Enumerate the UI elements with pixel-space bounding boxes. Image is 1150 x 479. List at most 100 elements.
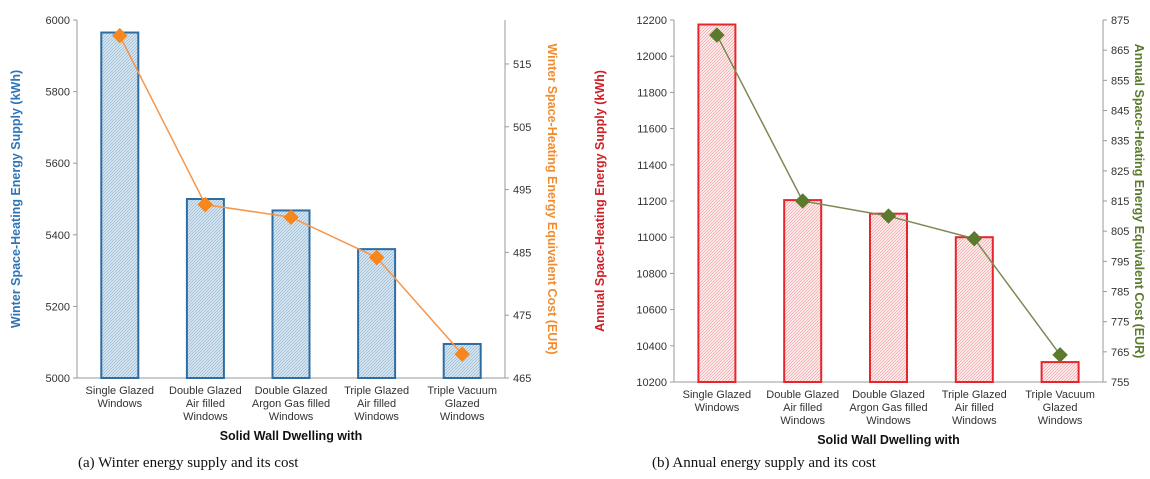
y-tick-label-left: 6000 — [46, 15, 70, 27]
x-tick-label-line: Air filled — [955, 402, 994, 414]
y-tick-label-left: 5600 — [46, 158, 70, 170]
x-tick-label: Triple Vacuum Glazed Windows — [1025, 389, 1095, 427]
y-axis-title-right: Winter Space-Heating Energy Equivalent C… — [545, 43, 559, 354]
chart-winter-energy: 5000 5200 5400 5600 5800 6000 465 475 485 495 505 5… — [9, 15, 559, 443]
x-tick-label-line: Windows — [1038, 415, 1083, 427]
cost-marker — [283, 209, 299, 226]
y-tick-label-left: 10200 — [636, 377, 667, 389]
y-tick-label-left: 10400 — [636, 341, 667, 353]
x-tick-label: Double Glazed Air filled Windows — [766, 389, 839, 427]
x-tick-label-line: Windows — [695, 402, 740, 414]
x-tick-label-line: Single Glazed — [683, 389, 752, 401]
chart-annual-energy: 10200 10400 10600 10800 11000 11200 11400 11600… — [593, 15, 1146, 447]
x-tick-label-line: Argon Gas filled — [849, 402, 927, 414]
x-tick-label-line: Air filled — [357, 398, 396, 410]
cost-marker — [368, 249, 385, 266]
y-tick-label-left: 5400 — [46, 230, 70, 242]
y-axis-title-right: Annual Space-Heating Energy Equivalent C… — [1132, 44, 1146, 359]
y-tick-label-right: 875 — [1111, 15, 1129, 27]
x-tick-label: Triple Vacuum Glazed Windows — [427, 385, 497, 423]
x-tick-label-line: Windows — [97, 398, 142, 410]
x-tick-label-line: Triple Glazed — [344, 385, 409, 397]
x-tick-label-line: Argon Gas filled — [252, 398, 330, 410]
y-tick-label-right: 865 — [1111, 45, 1129, 57]
bar — [271, 209, 311, 379]
bar — [783, 199, 823, 383]
bar — [100, 31, 140, 379]
y-tick-label-left: 5800 — [46, 87, 70, 99]
x-tick-label-line: Windows — [780, 415, 825, 427]
y-tick-label-right: 475 — [513, 310, 531, 322]
x-tick-label-line: Windows — [354, 411, 399, 423]
y-tick-label-right: 795 — [1111, 256, 1129, 268]
y-tick-label-right: 515 — [513, 59, 531, 71]
cost-marker — [709, 27, 725, 43]
y-tick-label-right: 805 — [1111, 226, 1129, 238]
y-tick-label-right: 755 — [1111, 377, 1129, 389]
x-tick-label: Single Glazed Windows — [683, 389, 752, 414]
x-tick-label-line: Triple Vacuum — [427, 385, 497, 397]
x-tick-label: Triple Glazed Air filled Windows — [942, 389, 1007, 427]
bar — [954, 236, 994, 383]
x-tick-label-line: Double Glazed — [852, 389, 925, 401]
x-tick-label: Single Glazed Windows — [86, 385, 155, 410]
x-tick-label-line: Triple Vacuum — [1025, 389, 1095, 401]
y-tick-label-left: 5000 — [46, 373, 70, 385]
x-tick-label-line: Windows — [440, 411, 485, 423]
bar — [185, 198, 225, 379]
x-tick-label: Triple Glazed Air filled Windows — [344, 385, 409, 423]
chart-panel-winter: 5000 5200 5400 5600 5800 6000 465 475 485 495 505 5… — [9, 15, 559, 443]
bar — [869, 212, 908, 383]
x-tick-label-line: Glazed — [445, 398, 480, 410]
y-tick-label-right: 855 — [1111, 75, 1129, 87]
x-tick-label: Double Glazed Air filled Windows — [169, 385, 242, 423]
bar — [1040, 361, 1080, 383]
x-tick-label-line: Windows — [952, 415, 997, 427]
x-tick-label-line: Air filled — [783, 402, 822, 414]
x-tick-label-line: Windows — [269, 411, 314, 423]
x-tick-label-line: Triple Glazed — [942, 389, 1007, 401]
y-tick-label-left: 11000 — [637, 232, 667, 244]
y-tick-label-right: 495 — [513, 185, 531, 197]
x-tick-label-line: Double Glazed — [255, 385, 328, 397]
x-tick-label-line: Glazed — [1043, 402, 1078, 414]
y-tick-label-right: 825 — [1111, 166, 1129, 178]
bar — [357, 248, 397, 379]
x-tick-label: Double Glazed Argon Gas filled Windows — [849, 389, 927, 427]
y-tick-label-left: 5200 — [46, 301, 70, 313]
y-tick-label-right: 845 — [1111, 106, 1129, 118]
x-axis-title: Solid Wall Dwelling with — [220, 429, 363, 443]
cost-marker — [454, 346, 471, 362]
x-tick-label-line: Single Glazed — [86, 385, 155, 397]
y-tick-label-right: 835 — [1111, 136, 1129, 148]
x-tick-label-line: Windows — [866, 415, 911, 427]
caption-winter: (a) Winter energy supply and its cost — [78, 455, 299, 471]
y-tick-label-left: 10800 — [636, 268, 667, 280]
y-tick-label-right: 505 — [513, 122, 531, 134]
chart-panel-annual: 10200 10400 10600 10800 11000 11200 11400 11600… — [575, 0, 1150, 479]
y-tick-label-left: 12000 — [636, 51, 667, 63]
y-tick-label-right: 775 — [1111, 317, 1129, 329]
y-axis-title-left: Annual Space-Heating Energy Supply (kWh) — [593, 70, 607, 332]
cost-marker — [197, 196, 214, 213]
y-tick-label-left: 11600 — [637, 124, 667, 136]
cost-marker — [1052, 346, 1068, 363]
y-tick-label-left: 10600 — [636, 305, 667, 317]
y-tick-label-left: 11400 — [637, 160, 667, 172]
cost-marker — [794, 193, 811, 209]
y-axis-title-left: Winter Space-Heating Energy Supply (kWh) — [9, 70, 23, 328]
y-tick-label-right: 785 — [1111, 287, 1129, 299]
cost-marker — [880, 208, 897, 224]
bar — [697, 23, 737, 384]
y-tick-label-left: 11200 — [637, 196, 667, 208]
caption-annual: (b) Annual energy supply and its cost — [652, 455, 876, 471]
y-tick-label-right: 815 — [1111, 196, 1129, 208]
x-tick-label-line: Air filled — [186, 398, 225, 410]
y-tick-label-right: 765 — [1111, 347, 1129, 359]
cost-marker — [111, 27, 128, 44]
y-tick-label-right: 485 — [513, 247, 531, 259]
x-tick-label-line: Double Glazed — [766, 389, 839, 401]
y-tick-label-left: 11800 — [637, 87, 667, 99]
x-tick-label-line: Double Glazed — [169, 385, 242, 397]
x-axis-title: Solid Wall Dwelling with — [817, 433, 960, 447]
